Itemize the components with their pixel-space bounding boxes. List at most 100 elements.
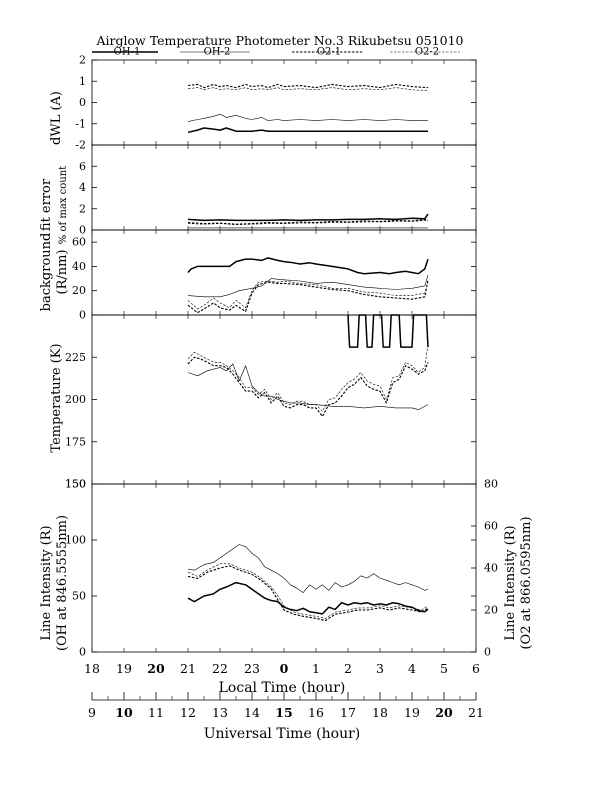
- y-axis-label: dWL (A): [49, 91, 64, 145]
- y-tick-label: 1: [79, 75, 86, 88]
- legend-label-o2-1: O2-1: [317, 47, 341, 58]
- series-line-o2-2: [187, 280, 429, 310]
- series-line-o2-2: [187, 563, 429, 619]
- y-right-tick-label: 20: [484, 604, 498, 617]
- local-time-tick-label: 4: [408, 661, 416, 676]
- series-line-o2-1: [187, 356, 429, 417]
- y-axis-label-2: (R/nm): [55, 249, 70, 294]
- local-time-tick-label: 3: [376, 661, 384, 676]
- local-time-tick-label: 5: [440, 661, 448, 676]
- local-time-tick-label: 19: [116, 661, 132, 676]
- y-tick-label: 0: [79, 224, 86, 237]
- universal-time-tick-label: 20: [435, 705, 453, 720]
- series-line-o2-1: [187, 83, 429, 89]
- y-tick-label: 100: [65, 534, 86, 547]
- y-tick-label: 175: [65, 435, 86, 448]
- series-line-oh-2: [187, 363, 429, 410]
- panel-frame: [91, 59, 477, 146]
- legend-label-oh-2: OH-2: [204, 47, 231, 58]
- universal-time-tick-label: 15: [275, 705, 292, 720]
- y-right-axis-label: Line Intensity (R): [503, 525, 518, 640]
- universal-time-axis-label: Universal Time (hour): [204, 726, 361, 742]
- series-line-oh-1: [187, 257, 429, 275]
- y-tick-label: 2: [79, 202, 86, 215]
- y-tick-label: 20: [72, 284, 86, 297]
- local-time-tick-label: 23: [244, 661, 260, 676]
- chart-legend: OH-1 OH-2 O2-1 O2-2: [92, 47, 460, 58]
- y-right-tick-label: 40: [484, 562, 498, 575]
- series-line-oh-1: [347, 314, 429, 348]
- series-line-o2-2: [187, 87, 429, 92]
- universal-time-tick-label: 21: [468, 705, 484, 720]
- universal-time-tick-label: 19: [404, 705, 420, 720]
- y-tick-label: 150: [65, 478, 86, 491]
- universal-time-tick-label: 13: [212, 705, 228, 720]
- panel-3: 60 40 20 0 background (R/nm): [39, 229, 477, 322]
- y-tick-label: 4: [79, 181, 86, 194]
- chart-title: Airglow Temperature Photometer No.3 Riku…: [96, 33, 464, 48]
- series-line-o2-2: [187, 343, 429, 412]
- series-line-oh-2: [187, 274, 429, 298]
- y-tick-label: 2: [79, 54, 86, 67]
- legend-label-o2-2: O2-2: [415, 47, 439, 58]
- y-tick-label: 6: [79, 160, 86, 173]
- y-tick-label: -2: [75, 139, 86, 152]
- series-line-o2-2: [187, 220, 429, 225]
- local-time-tick-label: 6: [472, 661, 480, 676]
- universal-time-tick-label: 17: [340, 705, 356, 720]
- universal-time-tick-label: 18: [372, 705, 388, 720]
- y-tick-label: 50: [72, 590, 86, 603]
- legend-label-oh-1: OH-1: [114, 47, 141, 58]
- y-axis-label-2: % of max count: [58, 166, 69, 244]
- universal-time-tick-label: 10: [115, 705, 133, 720]
- local-time-tick-label: 18: [84, 661, 100, 676]
- y-right-tick-label: 60: [484, 520, 498, 533]
- series-line-oh-1: [187, 213, 429, 222]
- y-axis-label-2: (OH at 846.5555nm): [55, 515, 70, 651]
- y-right-tick-label: 80: [484, 478, 498, 491]
- y-tick-label: 200: [65, 393, 86, 406]
- panel-frame: [91, 483, 477, 653]
- panel-2: 6 4 2 0 fit error % of max count: [39, 144, 477, 244]
- series-line-oh-2: [187, 113, 428, 122]
- universal-time-tick-label: 9: [88, 705, 96, 720]
- series-line-o2-1: [187, 218, 429, 225]
- y-tick-label: 225: [65, 351, 86, 364]
- series-line-oh-2: [187, 544, 429, 593]
- local-time-tick-label: 2: [344, 661, 352, 676]
- y-axis-label: background: [39, 233, 54, 312]
- series-line-o2-1: [187, 279, 429, 314]
- universal-time-tick-label: 16: [308, 705, 324, 720]
- y-axis-label: Temperature (K): [49, 343, 64, 452]
- y-right-tick-label: 0: [484, 646, 491, 659]
- panel-1: 2 1 0 -1 -2 dWL (A): [49, 54, 477, 152]
- universal-time-tick-label: 11: [148, 705, 164, 720]
- local-time-tick-label: 0: [280, 661, 289, 676]
- y-tick-label: 0: [79, 309, 86, 322]
- series-line-oh-1: [187, 127, 428, 134]
- universal-time-tick-label: 14: [244, 705, 260, 720]
- y-tick-label: 0: [79, 646, 86, 659]
- panel-frame: [91, 144, 477, 231]
- local-time-axis-label: Local Time (hour): [219, 680, 346, 696]
- y-right-axis-label-2: (O2 at 866.0595nm): [519, 516, 534, 649]
- local-time-tick-label: 20: [147, 661, 165, 676]
- y-tick-label: 60: [72, 236, 86, 249]
- y-axis-label: fit error: [39, 178, 54, 231]
- series-line-o2-1: [187, 565, 429, 622]
- local-time-tick-label: 1: [312, 661, 320, 676]
- y-tick-label: 150: [65, 478, 86, 491]
- panel-frame: [91, 229, 477, 316]
- local-time-tick-label: 21: [180, 661, 196, 676]
- local-time-tick-label: 22: [212, 661, 228, 676]
- y-tick-label: 40: [72, 260, 86, 273]
- panel-frame: [91, 314, 477, 485]
- time-axes: 18 19 20 21 22 23 0 1 2 3 4 5 69 10 11 12 13 14 15 16 17 18 19…: [84, 661, 484, 720]
- panel-4: 225 200 175 150 Temperature (K): [49, 314, 477, 491]
- series-line-oh-1: [187, 581, 429, 615]
- y-tick-label: 0: [79, 96, 86, 109]
- y-axis-label: Line Intensity (R): [39, 525, 54, 640]
